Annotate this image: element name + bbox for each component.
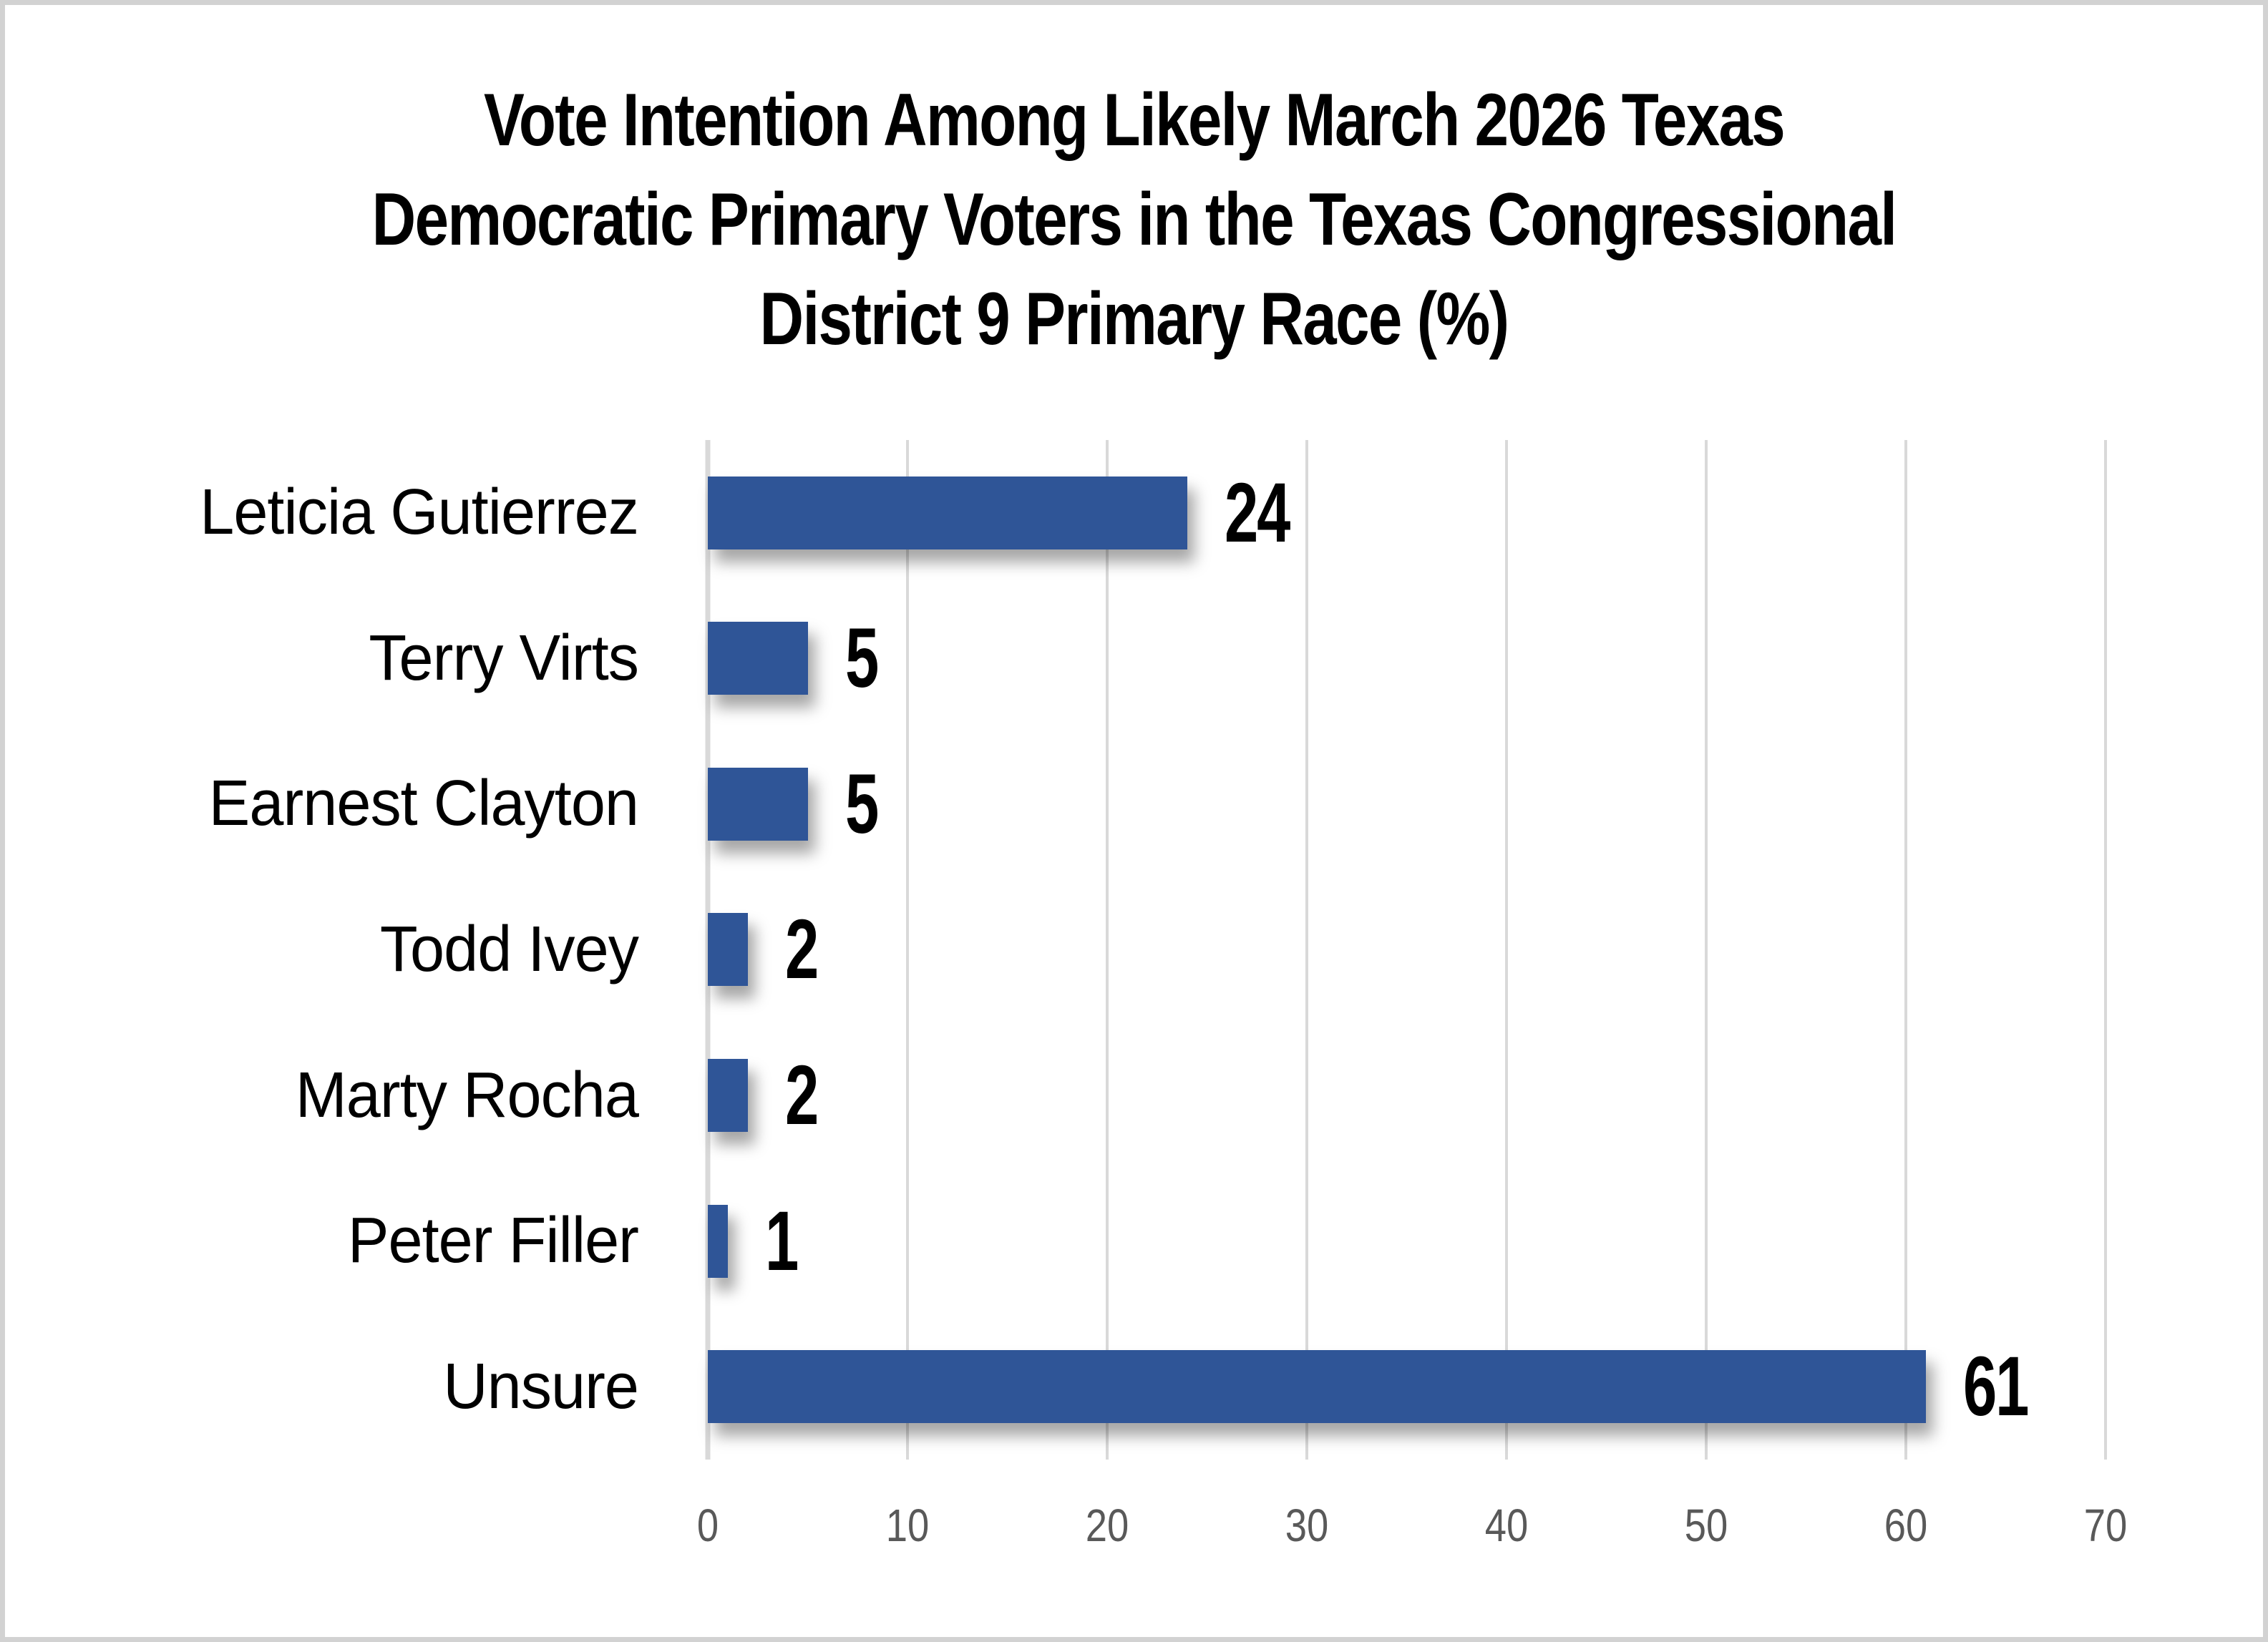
x-axis: 0 10 20 30 40 50 60 70 xyxy=(697,1499,2127,1563)
x-tick-label-40: 40 xyxy=(1484,1500,1529,1551)
bar-row-marty-rocha: 2 xyxy=(708,1022,2106,1168)
bar-row-earnest-clayton: 5 xyxy=(708,731,2106,877)
bar-earnest-clayton xyxy=(708,767,808,841)
bar-value-label-peter-filler: 1 xyxy=(764,1193,799,1289)
category-label-terry-virts: Terry Virts xyxy=(369,622,639,694)
bar-peter-filler xyxy=(708,1204,728,1278)
x-tick-label-10: 10 xyxy=(885,1500,930,1551)
plot-area: 24 5 5 2 2 1 61 xyxy=(705,440,2107,1460)
gridline-50 xyxy=(1705,440,1708,1460)
bar-row-peter-filler: 1 xyxy=(708,1168,2106,1314)
category-label-earnest-clayton: Earnest Clayton xyxy=(208,768,639,840)
chart-title-line-1: Vote Intention Among Likely March 2026 T… xyxy=(483,79,1786,162)
bar-value-label-marty-rocha: 2 xyxy=(784,1048,819,1143)
bar-terry-virts xyxy=(708,622,808,695)
category-label-unsure: Unsure xyxy=(443,1350,639,1422)
bar-row-todd-ivey: 2 xyxy=(708,877,2106,1023)
x-tick-label-50: 50 xyxy=(1684,1500,1728,1551)
bar-todd-ivey xyxy=(708,913,748,987)
bar-value-label-unsure: 61 xyxy=(1962,1339,2029,1435)
bar-value-label-leticia-gutierrez: 24 xyxy=(1224,465,1290,560)
bar-row-unsure: 61 xyxy=(708,1314,2106,1460)
x-tick-label-70: 70 xyxy=(2083,1500,2128,1551)
x-tick-label-20: 20 xyxy=(1085,1500,1129,1551)
category-label-peter-filler: Peter Filler xyxy=(347,1205,639,1277)
gridline-10 xyxy=(906,440,909,1460)
gridline-30 xyxy=(1305,440,1308,1460)
x-tick-label-0: 0 xyxy=(696,1500,719,1551)
category-axis: Leticia Gutierrez Terry Virts Earnest Clay… xyxy=(12,440,639,1460)
bar-leticia-gutierrez xyxy=(708,476,1187,549)
chart-title-line-3: District 9 Primary Race (%) xyxy=(759,278,1510,361)
gridline-70 xyxy=(2104,440,2107,1460)
chart-title: Vote Intention Among Likely March 2026 T… xyxy=(208,71,2060,369)
chart-title-line-2: Democratic Primary Voters in the Texas C… xyxy=(371,178,1897,261)
x-tick-label-60: 60 xyxy=(1884,1500,1928,1551)
category-label-leticia-gutierrez: Leticia Gutierrez xyxy=(200,477,639,549)
bar-value-label-terry-virts: 5 xyxy=(845,611,879,706)
gridline-20 xyxy=(1106,440,1109,1460)
bar-row-terry-virts: 5 xyxy=(708,586,2106,732)
bar-row-leticia-gutierrez: 24 xyxy=(708,440,2106,586)
gridline-60 xyxy=(1904,440,1907,1460)
bar-marty-rocha xyxy=(708,1059,748,1133)
bar-unsure xyxy=(708,1350,1926,1424)
bar-value-label-earnest-clayton: 5 xyxy=(845,756,879,851)
category-label-marty-rocha: Marty Rocha xyxy=(295,1059,639,1131)
x-tick-label-30: 30 xyxy=(1285,1500,1329,1551)
category-label-todd-ivey: Todd Ivey xyxy=(379,913,639,985)
gridline-40 xyxy=(1505,440,1508,1460)
bar-value-label-todd-ivey: 2 xyxy=(784,902,819,997)
